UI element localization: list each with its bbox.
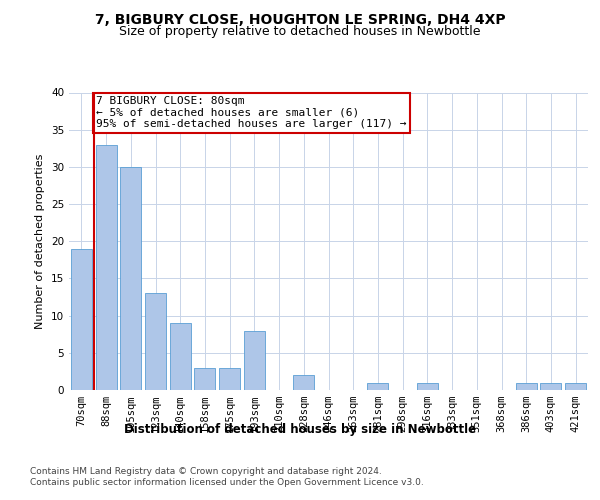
Bar: [565, 382, 586, 390]
Text: Contains HM Land Registry data © Crown copyright and database right 2024.
Contai: Contains HM Land Registry data © Crown c…: [30, 468, 424, 487]
Bar: [541, 382, 562, 390]
Bar: [219, 368, 240, 390]
Bar: [95, 144, 116, 390]
Bar: [367, 382, 388, 390]
Bar: [170, 323, 191, 390]
Text: 7, BIGBURY CLOSE, HOUGHTON LE SPRING, DH4 4XP: 7, BIGBURY CLOSE, HOUGHTON LE SPRING, DH…: [95, 12, 505, 26]
Bar: [417, 382, 438, 390]
Bar: [293, 375, 314, 390]
Bar: [71, 248, 92, 390]
Text: 7 BIGBURY CLOSE: 80sqm
← 5% of detached houses are smaller (6)
95% of semi-detac: 7 BIGBURY CLOSE: 80sqm ← 5% of detached …: [96, 96, 407, 130]
Text: Size of property relative to detached houses in Newbottle: Size of property relative to detached ho…: [119, 25, 481, 38]
Bar: [145, 294, 166, 390]
Bar: [244, 330, 265, 390]
Y-axis label: Number of detached properties: Number of detached properties: [35, 154, 46, 329]
Text: Distribution of detached houses by size in Newbottle: Distribution of detached houses by size …: [124, 422, 476, 436]
Bar: [120, 167, 141, 390]
Bar: [194, 368, 215, 390]
Bar: [516, 382, 537, 390]
